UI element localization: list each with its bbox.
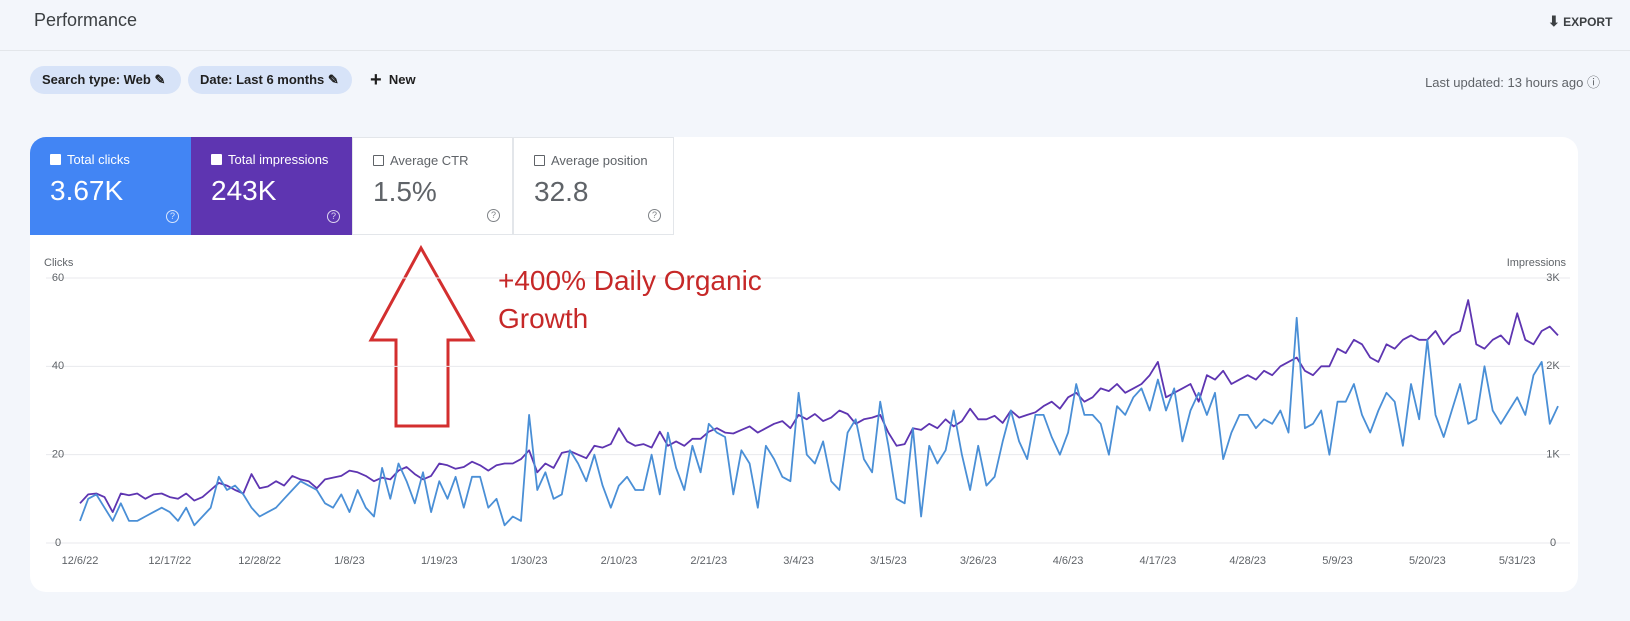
series-line (79, 299, 1559, 513)
x-tick-label: 5/31/23 (1499, 555, 1536, 567)
metric-card[interactable]: Total impressions 243K? (191, 137, 352, 235)
metric-value: 3.67K (50, 175, 124, 206)
x-tick-label: 1/8/23 (334, 555, 365, 567)
chip-label: Date: Last 6 months (200, 72, 325, 87)
x-tick-label: 4/6/23 (1053, 555, 1084, 567)
metric-value: 243K (211, 175, 277, 206)
y2-tick-label: 0 (1550, 537, 1556, 549)
x-tick-label: 3/15/23 (870, 555, 907, 567)
divider (0, 50, 1630, 51)
new-label: New (388, 72, 416, 87)
y-axis-title: Clicks (44, 257, 74, 269)
x-tick-label: 4/17/23 (1140, 555, 1177, 567)
x-tick-label: 3/4/23 (783, 555, 814, 567)
x-tick-label: 2/21/23 (690, 555, 727, 567)
x-tick-label: 12/6/22 (62, 555, 99, 567)
y2-tick-label: 2K (1546, 360, 1560, 372)
metric-card[interactable]: Average CTR 1.5%? (352, 137, 513, 235)
y-tick-label: 60 (52, 272, 64, 284)
metric-label: Average CTR (390, 153, 469, 168)
x-tick-label: 4/28/23 (1229, 555, 1266, 567)
x-tick-label: 12/17/22 (148, 555, 191, 567)
metric-value: 32.8 (534, 176, 589, 207)
export-label: EXPORT (1563, 15, 1613, 29)
x-tick-label: 3/26/23 (960, 555, 997, 567)
y-tick-label: 20 (52, 449, 64, 461)
x-tick-label: 2/10/23 (601, 555, 638, 567)
y-tick-label: 0 (55, 537, 61, 549)
annotation: +400% Daily Organic Growth (498, 265, 762, 334)
annotation-arrow (368, 244, 476, 428)
y2-tick-label: 3K (1546, 272, 1560, 284)
x-tick-label: 5/9/23 (1322, 555, 1353, 567)
metric-card[interactable]: Total clicks 3.67K? (30, 137, 191, 235)
metric-label: Total impressions (228, 152, 329, 167)
filter-chip[interactable]: Search type: Web ✎ (30, 66, 181, 94)
y-tick-label: 40 (52, 360, 64, 372)
x-tick-label: 1/19/23 (421, 555, 458, 567)
new-filter[interactable]: + New (370, 69, 416, 91)
x-tick-label: 12/28/22 (238, 555, 281, 567)
chip-label: Search type: Web (42, 72, 151, 87)
metric-card[interactable]: Average position 32.8? (513, 137, 674, 235)
last-updated: Last updated: 13 hours ago ⓘ (1425, 75, 1600, 90)
x-tick-label: 5/20/23 (1409, 555, 1446, 567)
y2-axis-title: Impressions (1507, 257, 1567, 269)
export-button[interactable]: ⬇ EXPORT (1548, 13, 1613, 29)
metric-label: Average position (551, 153, 648, 168)
page-title: Performance (34, 10, 138, 30)
series-line (79, 316, 1559, 527)
x-tick-label: 1/30/23 (511, 555, 548, 567)
last-updated-text: Last updated: 13 hours ago (1425, 75, 1584, 90)
metric-value: 1.5% (373, 176, 437, 207)
y2-tick-label: 1K (1546, 449, 1560, 461)
metric-label: Total clicks (67, 152, 130, 167)
filter-chip[interactable]: Date: Last 6 months ✎ (188, 66, 352, 94)
